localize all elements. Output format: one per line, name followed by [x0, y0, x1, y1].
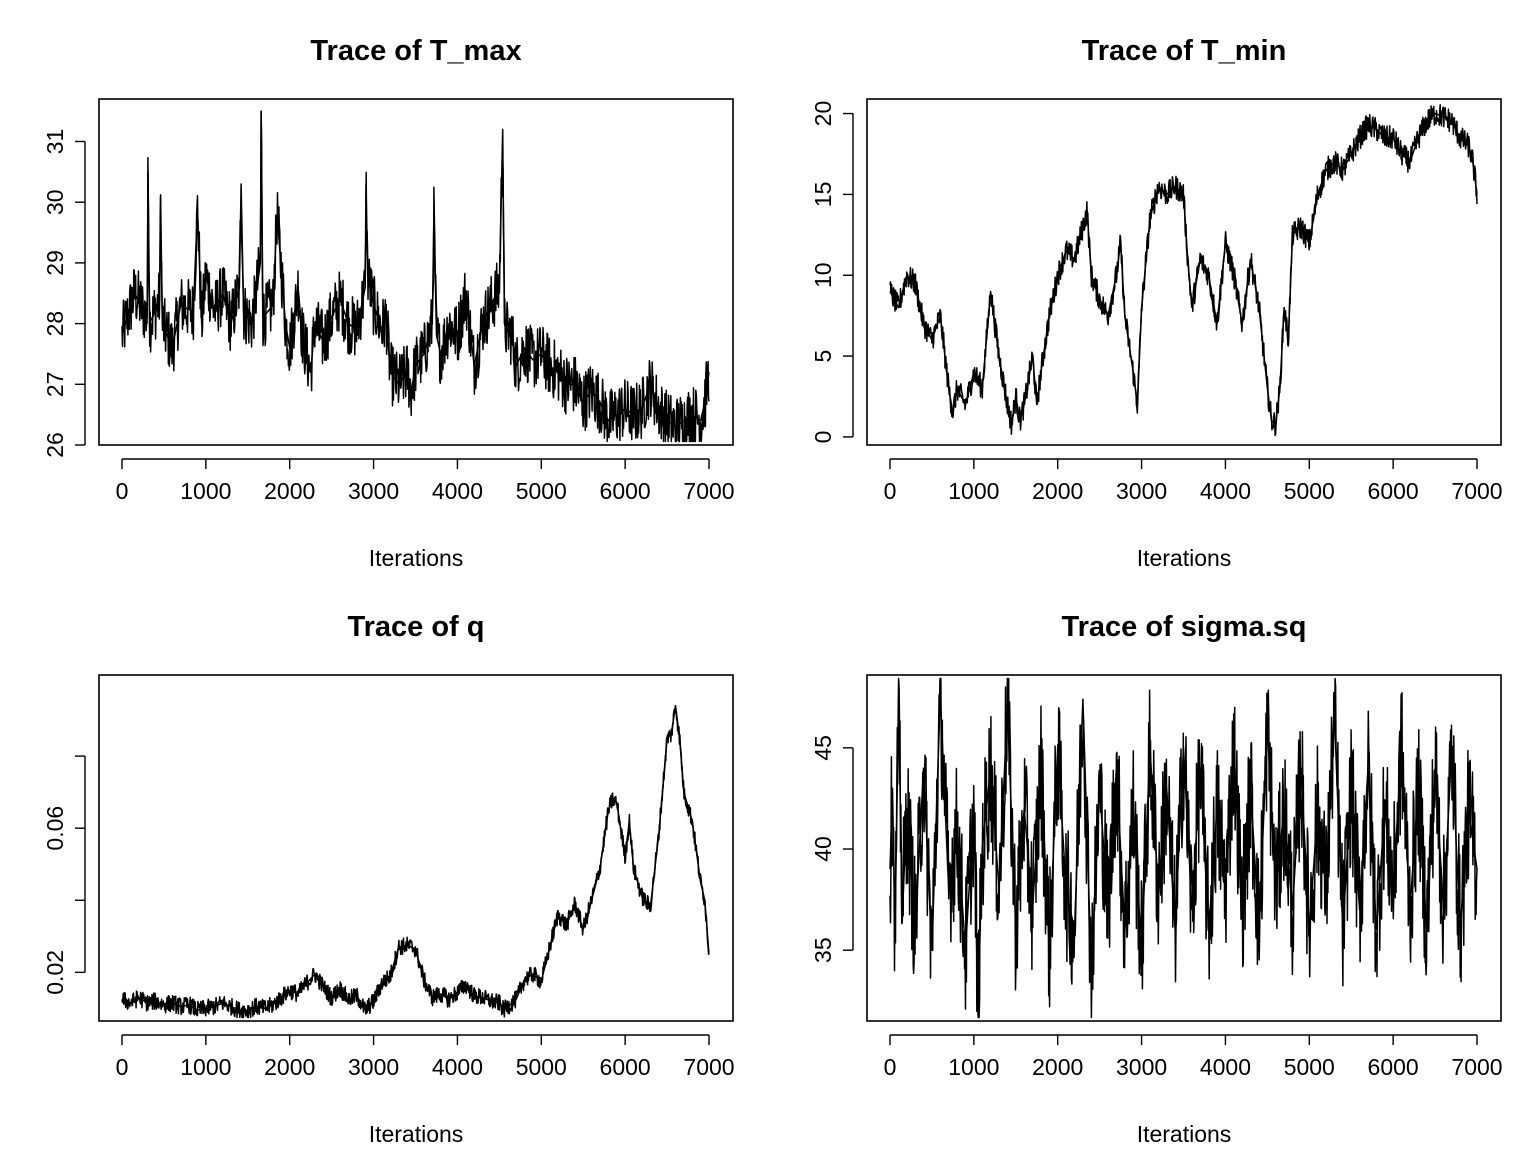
x-tick-label: 0 [884, 478, 897, 504]
x-tick-label: 5000 [1284, 1054, 1335, 1080]
y-tick-label: 5 [810, 350, 836, 363]
x-tick-label: 0 [884, 1054, 897, 1080]
x-tick-label: 5000 [1284, 478, 1335, 504]
x-tick-label: 7000 [1451, 1054, 1502, 1080]
x-tick-label: 3000 [1116, 1054, 1167, 1080]
x-tick-label: 1000 [180, 478, 231, 504]
trace-line-anchors [889, 112, 1478, 425]
trace-line [121, 705, 710, 1019]
x-tick-label: 2000 [264, 1054, 315, 1080]
y-tick-label: 30 [42, 189, 68, 215]
x-tick-label: 3000 [348, 478, 399, 504]
y-tick-label: 45 [810, 735, 836, 761]
trace-line [889, 104, 1478, 437]
x-tick-label: 0 [116, 478, 129, 504]
panel-q: Trace of q Iterations 0 1000 2000 3000 4000 5… [42, 611, 735, 1147]
x-tick-label: 0 [116, 1054, 129, 1080]
x-tick-label: 3000 [1116, 478, 1167, 504]
x-tick-label: 2000 [1032, 1054, 1083, 1080]
x-tick-label: 6000 [600, 478, 651, 504]
x-tick-label: 2000 [264, 478, 315, 504]
y-tick-label: 20 [810, 101, 836, 127]
panel-t-min: Trace of T_min Iterations 0 1000 2000 3000 4… [810, 35, 1503, 571]
panel-title: Trace of sigma.sq [1062, 611, 1307, 643]
trace-line-anchors [121, 704, 710, 1011]
trace-line-anchors [121, 110, 710, 428]
y-tick-label: 0 [810, 431, 836, 444]
x-tick-label: 7000 [683, 478, 734, 504]
x-tick-label: 3000 [348, 1054, 399, 1080]
y-tick-label: 10 [810, 262, 836, 288]
y-tick-label: 31 [42, 129, 68, 155]
y-tick-label: 29 [42, 250, 68, 276]
x-tick-label: 4000 [1200, 478, 1251, 504]
y-tick-label: 26 [42, 432, 68, 458]
y-tick-label: 28 [42, 311, 68, 337]
x-tick-label: 4000 [1200, 1054, 1251, 1080]
x-tick-label: 4000 [432, 1054, 483, 1080]
x-axis-label: Iterations [1137, 545, 1232, 571]
x-tick-label: 4000 [432, 478, 483, 504]
panel-title: Trace of T_min [1082, 35, 1287, 67]
x-tick-label: 5000 [516, 478, 567, 504]
x-axis-label: Iterations [369, 1121, 464, 1147]
y-tick-label: 27 [42, 372, 68, 398]
x-tick-label: 6000 [1368, 478, 1419, 504]
y-tick-label: 35 [810, 937, 836, 963]
trace-line [889, 677, 1478, 1019]
y-tick-label: 0.02 [42, 950, 68, 995]
panel-title: Trace of T_max [310, 35, 521, 67]
x-tick-label: 2000 [1032, 478, 1083, 504]
trace-line-anchors [889, 694, 1478, 1016]
x-tick-label: 6000 [1368, 1054, 1419, 1080]
y-tick-label: 0.06 [42, 806, 68, 851]
x-tick-label: 5000 [516, 1054, 567, 1080]
x-tick-label: 7000 [683, 1054, 734, 1080]
plot-frame [866, 674, 1502, 1022]
x-axis-label: Iterations [369, 545, 464, 571]
x-axis-label: Iterations [1137, 1121, 1232, 1147]
y-tick-label: 15 [810, 182, 836, 208]
plot-frame [98, 98, 734, 446]
x-tick-label: 7000 [1451, 478, 1502, 504]
x-tick-label: 6000 [600, 1054, 651, 1080]
x-tick-label: 1000 [948, 1054, 999, 1080]
x-tick-label: 1000 [948, 478, 999, 504]
y-tick-label: 40 [810, 836, 836, 862]
x-tick-label: 1000 [180, 1054, 231, 1080]
panel-t-max: Trace of T_max Iterations 0 1000 2000 3000 4… [42, 35, 735, 571]
plot-frame [866, 98, 1502, 446]
trace-line [121, 110, 710, 443]
panel-title: Trace of q [348, 611, 485, 643]
panel-sigma-sq: Trace of sigma.sq Iterations 0 1000 2000 30… [810, 611, 1503, 1147]
plot-frame [98, 674, 734, 1022]
